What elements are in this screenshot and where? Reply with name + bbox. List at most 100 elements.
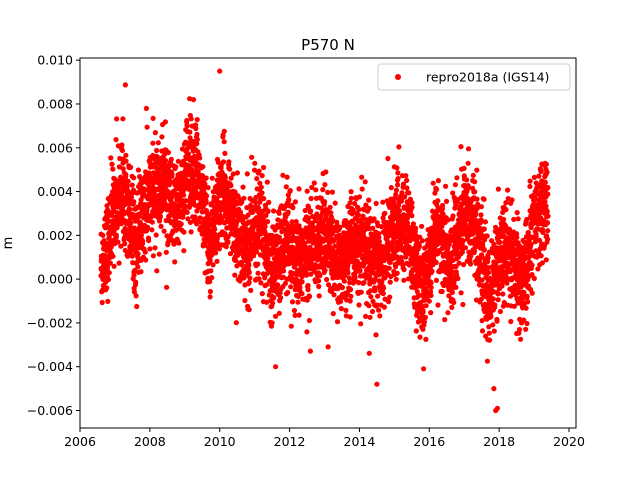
data-point (394, 270, 400, 276)
data-point (276, 310, 282, 316)
data-point (120, 116, 126, 122)
data-point (416, 243, 422, 250)
data-point (292, 312, 298, 318)
data-point (252, 167, 258, 173)
data-point (145, 224, 151, 230)
data-point (212, 226, 218, 232)
data-point (472, 179, 478, 185)
data-point (524, 293, 530, 299)
data-point (465, 146, 472, 152)
data-point (155, 140, 161, 146)
data-point (369, 308, 376, 315)
data-point (386, 265, 392, 271)
data-point (221, 128, 227, 134)
x-tick-label: 2008 (134, 434, 166, 449)
data-point (275, 282, 281, 288)
data-point (186, 184, 192, 190)
data-point (467, 261, 474, 267)
data-point (406, 190, 412, 196)
data-point (188, 229, 194, 235)
data-point (417, 334, 423, 340)
data-point (322, 267, 328, 273)
data-point (265, 255, 271, 261)
data-point (149, 227, 155, 233)
data-point (316, 293, 322, 299)
data-point (352, 274, 358, 280)
data-point (135, 167, 141, 173)
data-point (262, 224, 268, 230)
data-point (159, 134, 165, 140)
data-point (100, 232, 106, 238)
data-point (265, 208, 271, 214)
data-point (484, 233, 490, 239)
data-point (524, 320, 530, 327)
data-point (485, 264, 491, 271)
data-point (337, 224, 343, 230)
data-point (138, 232, 144, 238)
data-point (192, 214, 198, 220)
y-tick-label: −0.006 (27, 403, 73, 418)
data-point (173, 164, 179, 170)
data-point (527, 183, 533, 190)
data-point (222, 174, 228, 180)
data-point (192, 202, 198, 208)
data-point (291, 307, 297, 314)
data-point (162, 119, 168, 125)
data-point (255, 261, 261, 267)
data-point (246, 263, 252, 269)
data-point (379, 224, 385, 230)
data-point (435, 198, 441, 204)
data-point (422, 245, 428, 251)
data-point (187, 129, 193, 135)
data-point (490, 296, 496, 302)
data-point (168, 156, 174, 162)
data-point (452, 182, 458, 188)
data-point (465, 185, 471, 191)
data-point (455, 275, 461, 282)
data-point (521, 317, 527, 323)
data-point (169, 193, 175, 199)
data-point (395, 182, 401, 188)
data-point (538, 168, 544, 174)
data-point (433, 259, 439, 266)
data-point (443, 183, 449, 189)
data-point (409, 204, 415, 210)
data-point (393, 264, 399, 270)
data-point (527, 178, 533, 184)
data-point (282, 280, 288, 286)
data-point (195, 219, 202, 225)
data-point (362, 235, 368, 241)
x-tick-label: 2016 (413, 434, 445, 449)
x-tick-label: 2010 (204, 434, 236, 449)
data-point (471, 248, 478, 254)
legend-marker (395, 74, 401, 80)
data-point (209, 275, 215, 281)
data-point (368, 294, 374, 300)
data-point (304, 272, 310, 278)
data-point (118, 174, 124, 180)
data-point (309, 184, 315, 191)
data-point (449, 269, 455, 275)
data-point (285, 209, 291, 215)
data-point (377, 313, 383, 319)
data-point (171, 241, 177, 247)
data-point (187, 96, 193, 102)
data-point (491, 328, 497, 334)
data-point (454, 175, 460, 181)
data-point (495, 186, 501, 192)
data-point (482, 219, 488, 225)
data-point (276, 210, 282, 216)
data-point (144, 124, 150, 130)
data-point (111, 263, 117, 269)
data-point (123, 172, 129, 178)
data-point (402, 194, 408, 200)
data-point (264, 299, 270, 305)
data-point (388, 185, 394, 191)
legend: repro2018a (IGS14) (377, 63, 571, 91)
data-point (150, 253, 156, 259)
data-point (481, 247, 487, 253)
data-point (465, 160, 471, 166)
data-point (124, 183, 130, 189)
data-point (486, 269, 492, 276)
data-point (299, 291, 305, 297)
